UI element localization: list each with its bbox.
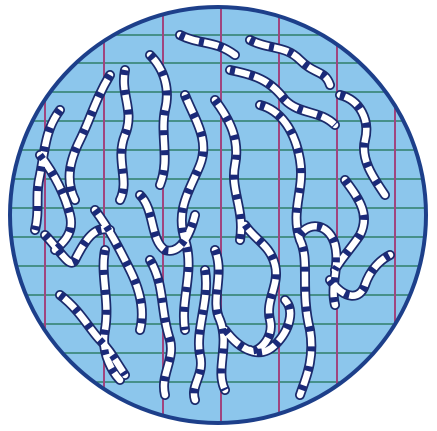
chromosome-illustration	[0, 0, 437, 431]
